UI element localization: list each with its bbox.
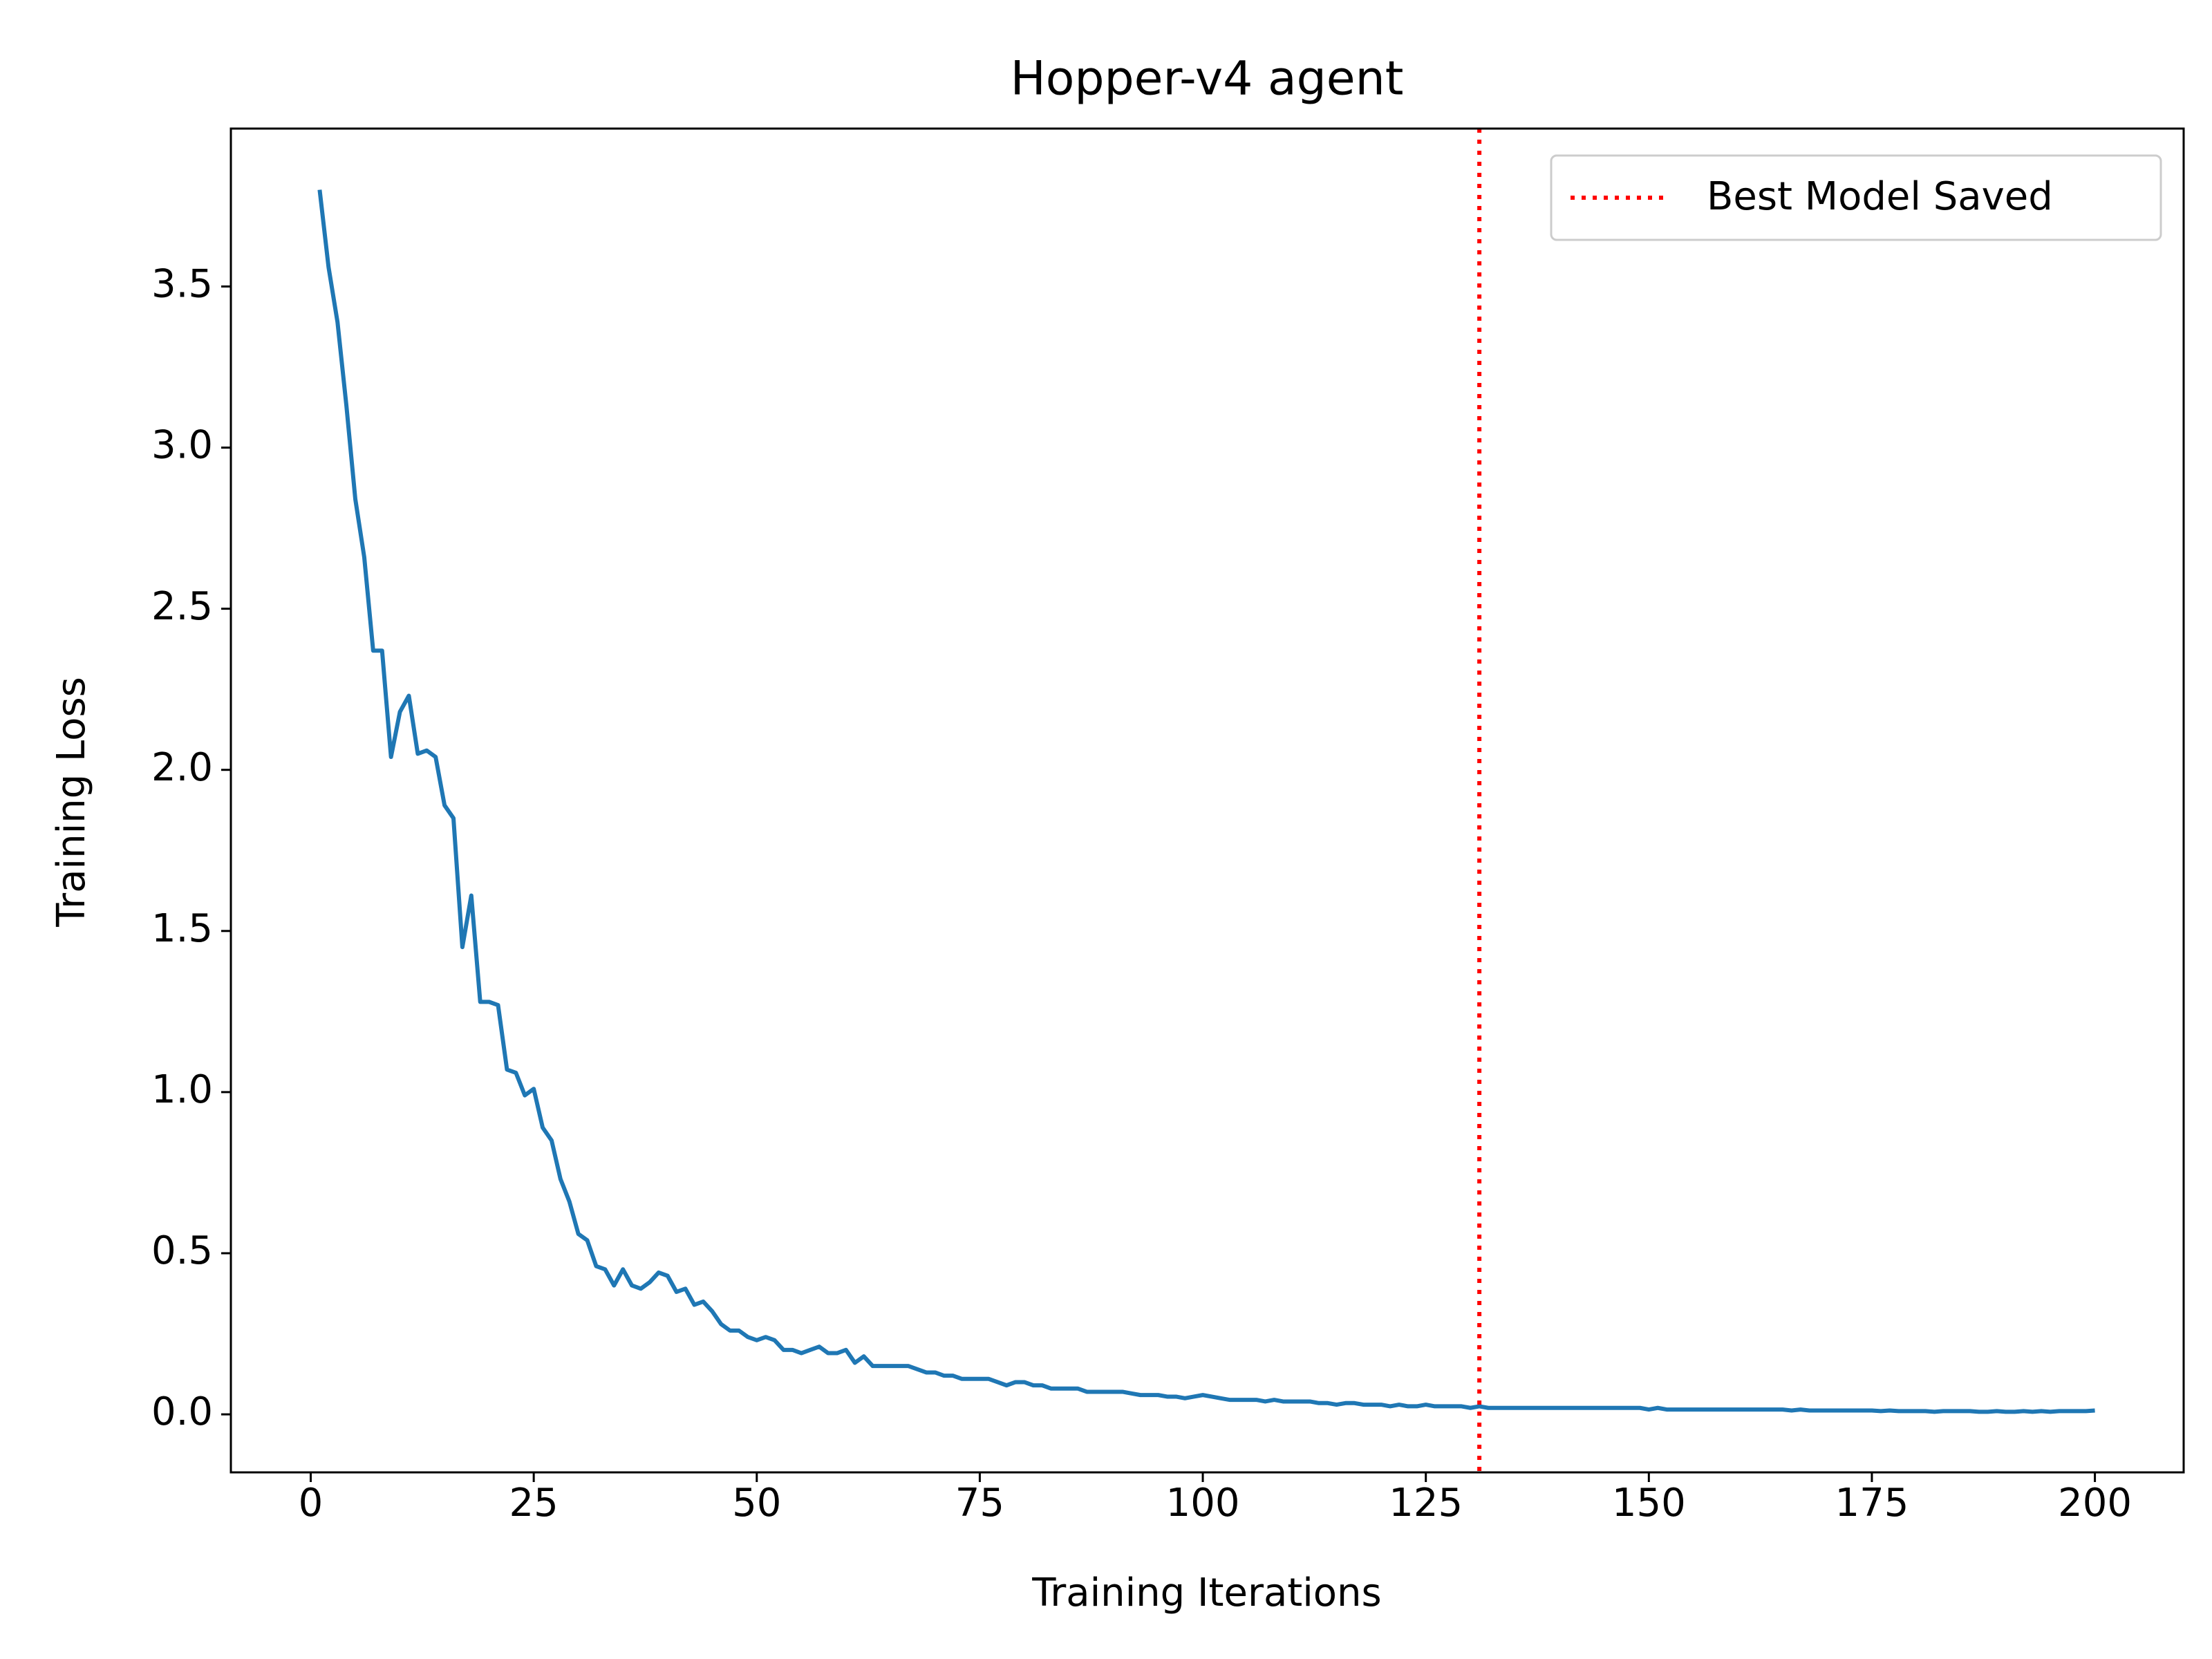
legend-label: Best Model Saved — [1707, 174, 2053, 219]
y-axis-label: Training Loss — [49, 677, 94, 928]
legend-box — [1550, 154, 2162, 241]
x-tick-label: 100 — [1166, 1481, 1240, 1526]
plot-frame — [229, 127, 2185, 1474]
x-tick-label: 175 — [1835, 1481, 1909, 1526]
x-tick-label: 150 — [1612, 1481, 1686, 1526]
x-axis-label: Training Iterations — [1031, 1571, 1381, 1615]
y-tick-label: 3.5 — [151, 262, 213, 307]
y-tick-label: 0.0 — [151, 1389, 213, 1434]
loss-line — [317, 189, 2095, 1414]
y-tick-label: 3.0 — [151, 423, 213, 468]
chart-title: Hopper-v4 agent — [1011, 52, 1404, 106]
y-tick-label: 1.5 — [151, 906, 213, 951]
y-tick-label: 2.0 — [151, 745, 213, 790]
y-tick-label: 2.5 — [151, 584, 213, 629]
x-tick-label: 125 — [1389, 1481, 1463, 1526]
y-tick-label: 1.0 — [151, 1067, 213, 1112]
x-tick-label: 200 — [2058, 1481, 2132, 1526]
x-tick-label: 0 — [299, 1481, 324, 1526]
x-tick-label: 75 — [955, 1481, 1004, 1526]
x-tick-label: 25 — [509, 1481, 559, 1526]
y-tick-label: 0.5 — [151, 1228, 213, 1273]
x-tick-label: 50 — [732, 1481, 781, 1526]
